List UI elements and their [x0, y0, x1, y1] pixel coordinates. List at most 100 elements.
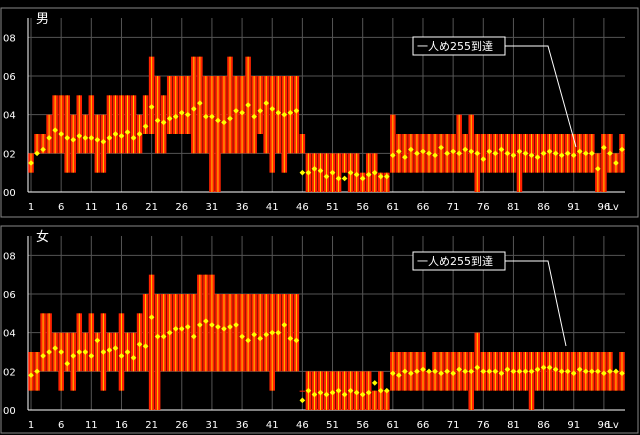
mean-point: [432, 368, 438, 375]
y-tick-label: 00: [3, 406, 16, 417]
mean-point: [112, 345, 119, 351]
x-tick-label: 86: [537, 420, 550, 431]
mean-point: [160, 119, 167, 126]
mean-point: [94, 136, 101, 143]
mean-point: [239, 109, 245, 116]
x-tick-label: 76: [477, 202, 490, 213]
mean-point: [582, 368, 589, 375]
x-tick-label: 31: [206, 202, 219, 213]
x-tick-label: 26: [175, 202, 188, 213]
mean-point: [130, 135, 137, 141]
mean-point: [184, 324, 191, 330]
mean-point: [383, 387, 390, 394]
mean-point: [426, 368, 432, 375]
x-tick-label: 1: [28, 202, 34, 213]
mean-point: [546, 364, 553, 371]
mean-point: [468, 148, 475, 155]
mean-point: [408, 146, 414, 153]
x-tick-label: 11: [85, 420, 98, 431]
y-tick-label: 04: [3, 329, 16, 340]
annotation-leader: [505, 45, 577, 148]
y-tick-label: 08: [3, 33, 16, 44]
mean-point: [371, 169, 378, 176]
mean-point: [492, 150, 499, 157]
mean-point: [215, 324, 221, 330]
mean-point: [486, 368, 493, 375]
mean-point: [221, 325, 227, 332]
mean-point: [504, 366, 511, 373]
mean-point: [341, 391, 348, 398]
mean-point: [275, 109, 282, 116]
mean-point: [76, 133, 83, 139]
y-tick-label: 08: [3, 251, 16, 262]
mean-point: [552, 366, 559, 373]
mean-point: [227, 324, 233, 330]
x-tick-label: 91: [567, 202, 580, 213]
mean-point: [148, 314, 155, 321]
mean-point: [540, 150, 547, 157]
x-tick-label: 51: [326, 202, 339, 213]
mean-point: [480, 368, 487, 375]
x-tick-label: 61: [386, 202, 399, 213]
y-tick-label: 06: [3, 290, 16, 301]
mean-point: [474, 150, 481, 157]
mean-point: [570, 370, 577, 377]
annotation-leader: [505, 260, 567, 347]
mean-point: [136, 131, 143, 137]
mean-point: [142, 343, 149, 350]
mean-point: [88, 353, 95, 359]
x-tick-label: 61: [386, 420, 399, 431]
mean-point: [136, 341, 143, 348]
mean-point: [227, 115, 233, 122]
mean-point: [293, 337, 300, 344]
mean-point: [390, 370, 396, 377]
x-tick-label: 46: [296, 202, 309, 213]
mean-point: [209, 322, 215, 328]
mean-point: [601, 370, 607, 377]
mean-point: [540, 364, 547, 371]
mean-point: [390, 152, 396, 159]
mean-point: [172, 325, 179, 332]
range-bar: [299, 390, 306, 392]
mean-point: [498, 146, 505, 153]
x-tick-label: 56: [356, 202, 369, 213]
mean-point: [335, 175, 342, 182]
mean-point: [510, 152, 517, 159]
mean-point: [317, 167, 324, 174]
mean-point: [323, 391, 330, 398]
x-tick-label: 1: [28, 420, 34, 431]
mean-point: [178, 109, 185, 116]
mean-point: [498, 370, 505, 377]
mean-point: [209, 113, 215, 120]
panel-title: 女: [36, 229, 49, 245]
mean-point: [287, 109, 294, 116]
y-tick-label: 02: [3, 149, 16, 160]
mean-point: [106, 347, 113, 353]
x-tick-label: 16: [115, 420, 128, 431]
y-tick-label: 04: [3, 111, 16, 122]
x-tick-label: 71: [447, 420, 460, 431]
mean-point: [166, 329, 173, 336]
mean-point: [281, 322, 288, 328]
mean-point: [438, 144, 444, 151]
mean-point: [576, 148, 583, 155]
x-tick-label: 91: [567, 420, 580, 431]
mean-point: [305, 169, 312, 176]
mean-point: [172, 113, 179, 120]
mean-point: [353, 389, 360, 396]
mean-point: [124, 349, 131, 355]
mean-point: [275, 329, 282, 336]
mean-point: [94, 337, 101, 344]
mean-point: [305, 387, 312, 394]
mean-point: [462, 368, 469, 375]
mean-point: [456, 150, 462, 157]
x-tick-label: 36: [236, 202, 249, 213]
x-tick-label: 76: [477, 420, 490, 431]
x-tick-label: Lv: [607, 202, 619, 213]
mean-point: [432, 152, 438, 159]
mean-point: [257, 335, 263, 342]
x-tick-label: 96: [598, 420, 611, 431]
mean-point: [408, 370, 414, 377]
mean-point: [607, 368, 613, 375]
